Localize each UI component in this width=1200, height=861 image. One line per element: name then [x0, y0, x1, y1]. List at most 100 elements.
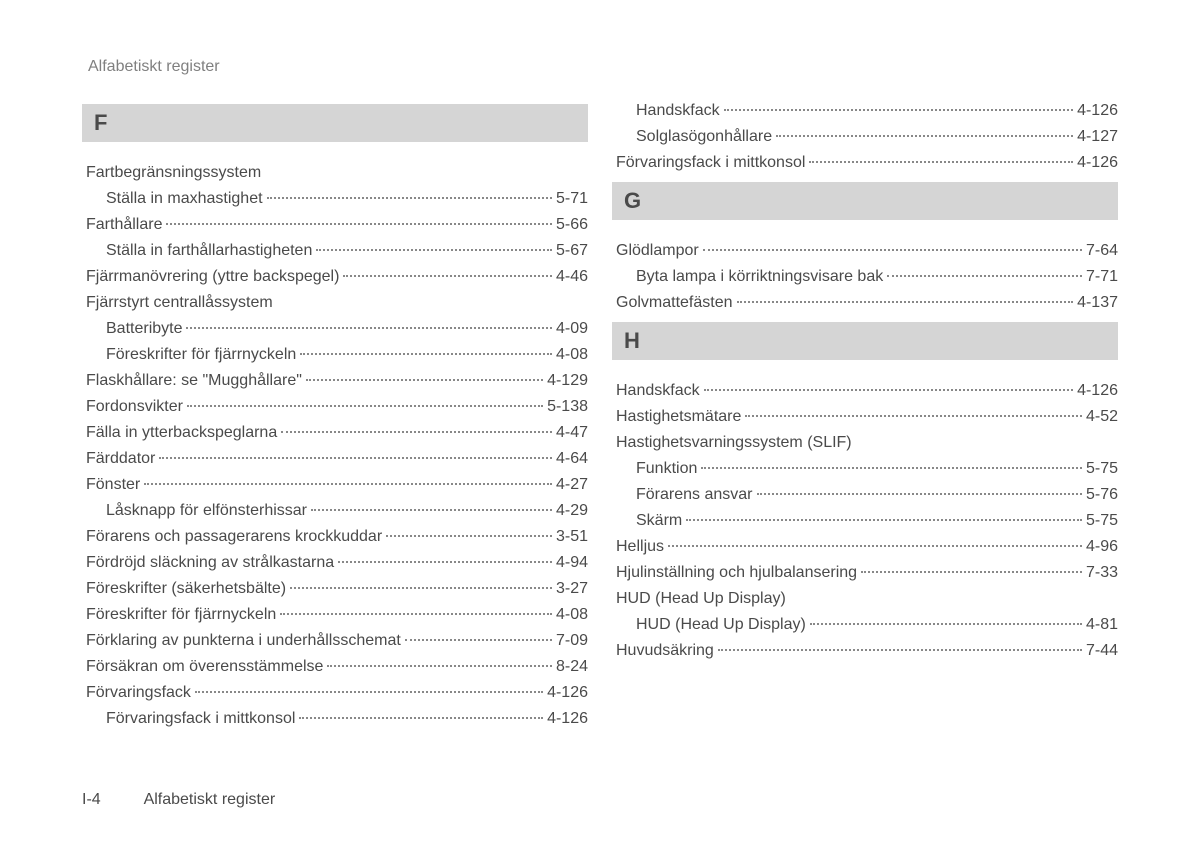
- index-entry-page: 4-27: [556, 476, 588, 494]
- leader-dots: [166, 223, 551, 225]
- leader-dots: [281, 431, 552, 433]
- index-entry: Fälla in ytterbackspeglarna 4-47: [82, 420, 588, 446]
- leader-dots: [668, 545, 1082, 547]
- index-group-label: HUD (Head Up Display): [612, 586, 1118, 612]
- index-entry: Fordonsvikter5-138: [82, 394, 588, 420]
- index-entry-page: 7-09: [556, 632, 588, 650]
- index-entry-label: Skärm: [636, 512, 682, 530]
- index-entry-label: Glödlampor: [616, 242, 699, 260]
- index-entry: Fjärrmanövrering (yttre backspegel)4-46: [82, 264, 588, 290]
- index-entry: Glödlampor7-64: [612, 238, 1118, 264]
- index-entry-label: Föreskrifter för fjärrnyckeln: [106, 346, 296, 364]
- index-entry-label: Handskfack: [616, 382, 700, 400]
- index-entry-page: 4-94: [556, 554, 588, 572]
- index-entry: Farthållare5-66: [82, 212, 588, 238]
- index-entry-page: 4-09: [556, 320, 588, 338]
- index-entry-page: 7-33: [1086, 564, 1118, 582]
- index-entry: Förvaringsfack i mittkonsol 4-126: [82, 706, 588, 732]
- index-entry-page: 5-71: [556, 190, 588, 208]
- index-entry-label: Försäkran om överensstämmelse: [86, 658, 323, 676]
- left-column: FFartbegränsningssystemStälla in maxhast…: [82, 98, 588, 732]
- index-entry-page: 5-75: [1086, 460, 1118, 478]
- index-entry-page: 4-47: [556, 424, 588, 442]
- index-entry-page: 4-127: [1077, 128, 1118, 146]
- index-entry-label: Flaskhållare: se "Mugghållare": [86, 372, 302, 390]
- index-entry-label: Hjulinställning och hjulbalansering: [616, 564, 857, 582]
- index-entry-page: 5-76: [1086, 486, 1118, 504]
- right-column: Handskfack 4-126 Solglasögonhållare 4-127 Fö…: [612, 98, 1118, 732]
- index-entry: Föreskrifter för fjärrnyckeln 4-08: [82, 342, 588, 368]
- index-entry-page: 5-67: [556, 242, 588, 260]
- leader-dots: [724, 109, 1073, 111]
- index-entry: Handskfack 4-126: [612, 378, 1118, 404]
- index-entry: Byta lampa i körriktningsvisare bak7-71: [612, 264, 1118, 290]
- index-entry-page: 4-64: [556, 450, 588, 468]
- index-entry-label: Batteribyte: [106, 320, 182, 338]
- leader-dots: [343, 275, 552, 277]
- index-entry: Färddator4-64: [82, 446, 588, 472]
- index-entry-label: Förarens och passagerarens krockkuddar: [86, 528, 382, 546]
- leader-dots: [299, 717, 543, 719]
- index-entry-page: 5-138: [547, 398, 588, 416]
- leader-dots: [280, 613, 552, 615]
- index-entry: Batteribyte 4-09: [82, 316, 588, 342]
- index-entry-page: 4-08: [556, 606, 588, 624]
- index-entry-page: 4-126: [1077, 382, 1118, 400]
- index-entry: Förarens och passagerarens krockkuddar3-…: [82, 524, 588, 550]
- leader-dots: [159, 457, 552, 459]
- index-entry-page: 7-44: [1086, 642, 1118, 660]
- leader-dots: [737, 301, 1074, 303]
- index-entry-page: 4-52: [1086, 408, 1118, 426]
- page-header: Alfabetiskt register: [88, 58, 1118, 76]
- index-entry-page: 4-126: [547, 710, 588, 728]
- leader-dots: [809, 161, 1073, 163]
- index-entry-label: Helljus: [616, 538, 664, 556]
- index-entry: Hastighetsmätare 4-52: [612, 404, 1118, 430]
- index-entry-label: Fälla in ytterbackspeglarna: [86, 424, 277, 442]
- index-entry-label: Förvaringsfack i mittkonsol: [616, 154, 805, 172]
- index-entry: Solglasögonhållare 4-127: [612, 124, 1118, 150]
- leader-dots: [186, 327, 551, 329]
- leader-dots: [386, 535, 552, 537]
- index-entry-label: Hastighetsmätare: [616, 408, 741, 426]
- leader-dots: [745, 415, 1082, 417]
- leader-dots: [405, 639, 552, 641]
- leader-dots: [686, 519, 1082, 521]
- index-entry: Funktion5-75: [612, 456, 1118, 482]
- index-entry-label: Fönster: [86, 476, 140, 494]
- index-entry-page: 4-46: [556, 268, 588, 286]
- index-entry: Helljus4-96: [612, 534, 1118, 560]
- index-group-label: Fjärrstyrt centrallåssystem: [82, 290, 588, 316]
- index-entry: Förvaringsfack i mittkonsol4-126: [612, 150, 1118, 176]
- index-entry-label: Solglasögonhållare: [636, 128, 772, 146]
- leader-dots: [757, 493, 1082, 495]
- index-entry-label: Förvaringsfack i mittkonsol: [106, 710, 295, 728]
- index-entry-label: Byta lampa i körriktningsvisare bak: [636, 268, 883, 286]
- leader-dots: [776, 135, 1073, 137]
- page-footer: I-4 Alfabetiskt register: [82, 791, 275, 809]
- section-letter: H: [612, 322, 1118, 360]
- index-entry: Hjulinställning och hjulbalansering 7-33: [612, 560, 1118, 586]
- leader-dots: [327, 665, 552, 667]
- index-entry-page: 4-126: [1077, 102, 1118, 120]
- index-entry-page: 5-75: [1086, 512, 1118, 530]
- index-columns: FFartbegränsningssystemStälla in maxhast…: [82, 98, 1118, 732]
- leader-dots: [311, 509, 552, 511]
- leader-dots: [861, 571, 1082, 573]
- leader-dots: [187, 405, 543, 407]
- index-entry: HUD (Head Up Display)4-81: [612, 612, 1118, 638]
- index-entry: Fönster 4-27: [82, 472, 588, 498]
- leader-dots: [718, 649, 1082, 651]
- index-entry-page: 4-126: [547, 684, 588, 702]
- index-group-label: Fartbegränsningssystem: [82, 160, 588, 186]
- index-entry-page: 4-08: [556, 346, 588, 364]
- index-entry-page: 4-81: [1086, 616, 1118, 634]
- index-entry-label: Föreskrifter för fjärrnyckeln: [86, 606, 276, 624]
- index-entry: Golvmattefästen4-137: [612, 290, 1118, 316]
- index-entry-label: Huvudsäkring: [616, 642, 714, 660]
- leader-dots: [300, 353, 552, 355]
- section-letter: G: [612, 182, 1118, 220]
- footer-title: Alfabetiskt register: [144, 791, 276, 808]
- index-entry: Ställa in maxhastighet5-71: [82, 186, 588, 212]
- index-entry-label: Handskfack: [636, 102, 720, 120]
